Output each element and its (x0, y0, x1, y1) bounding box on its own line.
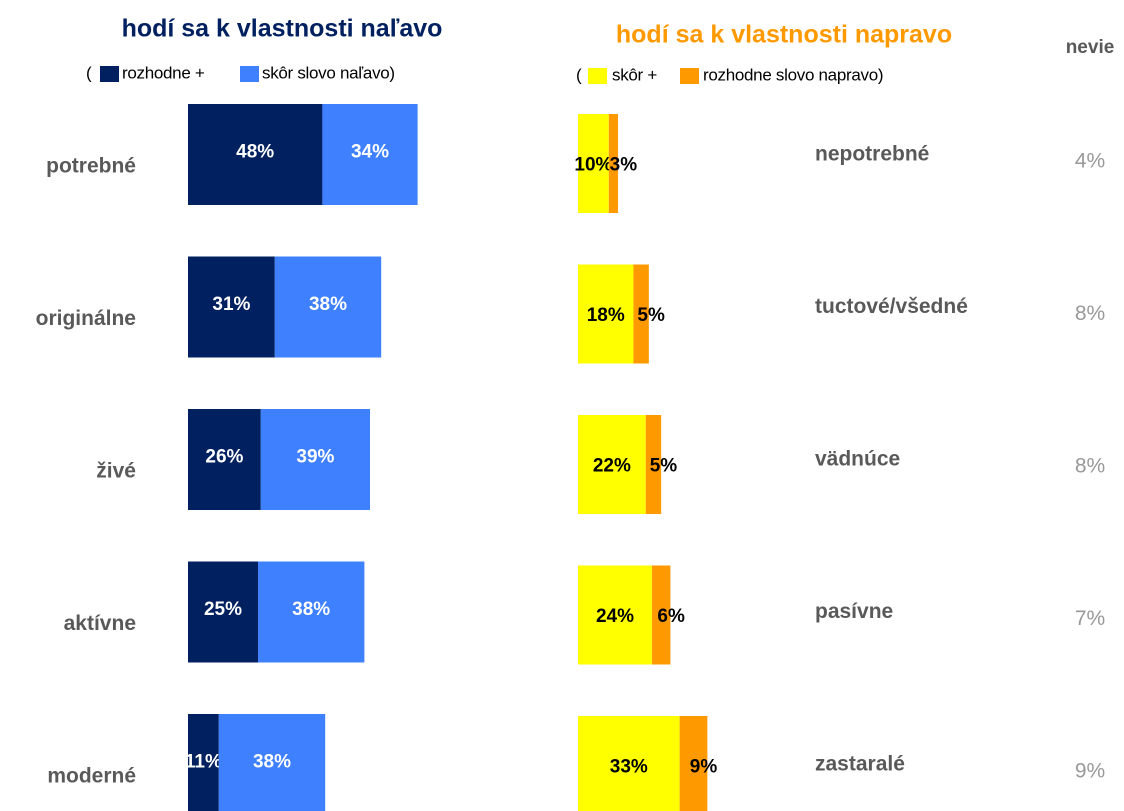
legend-swatch (680, 68, 699, 84)
value-label: 22% (593, 456, 631, 477)
bar-segment (218, 714, 326, 811)
category-label: moderné (47, 765, 136, 788)
bar-segment (188, 104, 323, 205)
value-label: 38% (253, 752, 291, 773)
right-title: hodí sa k vlastnosti napravo (616, 21, 952, 49)
left-title: hodí sa k vlastnosti naľavo (122, 15, 443, 43)
bar-segment (274, 256, 382, 358)
bar-segment (578, 114, 609, 213)
bar-segment (578, 716, 680, 811)
value-label: 9% (690, 757, 718, 778)
dont-know-label: 4% (1075, 150, 1105, 173)
bar-segment (578, 264, 634, 364)
bar-segment (322, 104, 418, 205)
legend-label: rozhodne + (122, 63, 205, 82)
value-label: 6% (657, 606, 685, 627)
legend-prefix: ( (86, 63, 92, 82)
value-label: 31% (212, 294, 250, 315)
value-label: 48% (236, 142, 274, 163)
value-label: 11% (185, 752, 222, 773)
legend-label: rozhodne slovo napravo) (703, 65, 883, 84)
value-label: 33% (610, 757, 648, 778)
value-label: 38% (292, 599, 330, 620)
bar-segment (260, 409, 370, 510)
value-label: 39% (296, 447, 334, 468)
value-label: 26% (205, 447, 243, 468)
value-label: 25% (204, 599, 242, 620)
dont-know-label: 7% (1075, 607, 1105, 630)
legend-swatch (240, 66, 259, 82)
dont-know-title: nevie (1066, 37, 1115, 58)
right-category-label: nepotrebné (815, 143, 929, 166)
value-label: 38% (309, 294, 347, 315)
dont-know-label: 8% (1075, 302, 1105, 325)
legend-swatch (588, 68, 607, 84)
right-category-label: pasívne (815, 600, 893, 623)
value-label: 18% (587, 305, 625, 326)
legend-swatch (100, 66, 119, 82)
bar-segment (651, 565, 671, 665)
legend-prefix: ( (576, 65, 582, 84)
bar-segment (188, 409, 261, 510)
bar-segment (188, 256, 275, 358)
bar-segment (679, 716, 708, 811)
right-category-label: zastaralé (815, 753, 905, 776)
dont-know-label: 8% (1075, 455, 1105, 478)
bar-segment (633, 264, 649, 364)
bar-segment (578, 415, 646, 514)
value-label: 5% (637, 305, 665, 326)
category-label: potrebné (46, 155, 136, 178)
value-label: 5% (650, 456, 678, 477)
dont-know-label: 9% (1075, 760, 1105, 783)
value-label: 3% (610, 155, 638, 176)
legend-label: skôr slovo naľavo) (262, 63, 395, 82)
value-label: 24% (596, 606, 634, 627)
legend-label: skôr + (612, 65, 657, 84)
category-label: aktívne (64, 612, 136, 635)
right-category-label: vädnúce (815, 448, 900, 471)
bar-segment (188, 714, 219, 811)
right-category-label: tuctové/všedné (815, 295, 968, 318)
category-label: originálne (36, 307, 136, 330)
bar-segment (188, 561, 258, 663)
value-label: 10% (574, 155, 612, 176)
bar-segment (608, 114, 619, 213)
category-label: živé (96, 460, 136, 483)
bar-segment (578, 565, 652, 665)
bar-segment (258, 561, 365, 663)
value-label: 34% (351, 142, 389, 163)
bar-segment (645, 415, 662, 514)
